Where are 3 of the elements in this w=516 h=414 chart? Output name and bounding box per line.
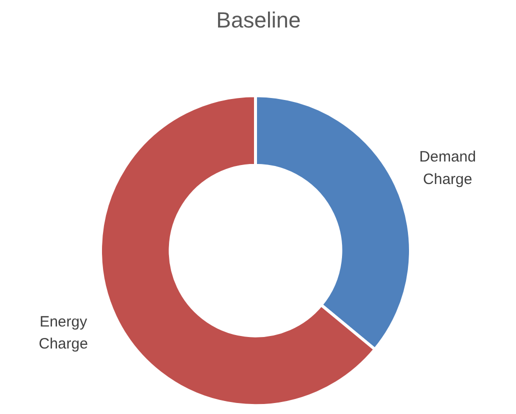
slice-label: Energy Charge — [38, 313, 88, 352]
chart-title: Baseline — [216, 8, 301, 32]
slice-label: Demand Charge — [419, 148, 476, 188]
